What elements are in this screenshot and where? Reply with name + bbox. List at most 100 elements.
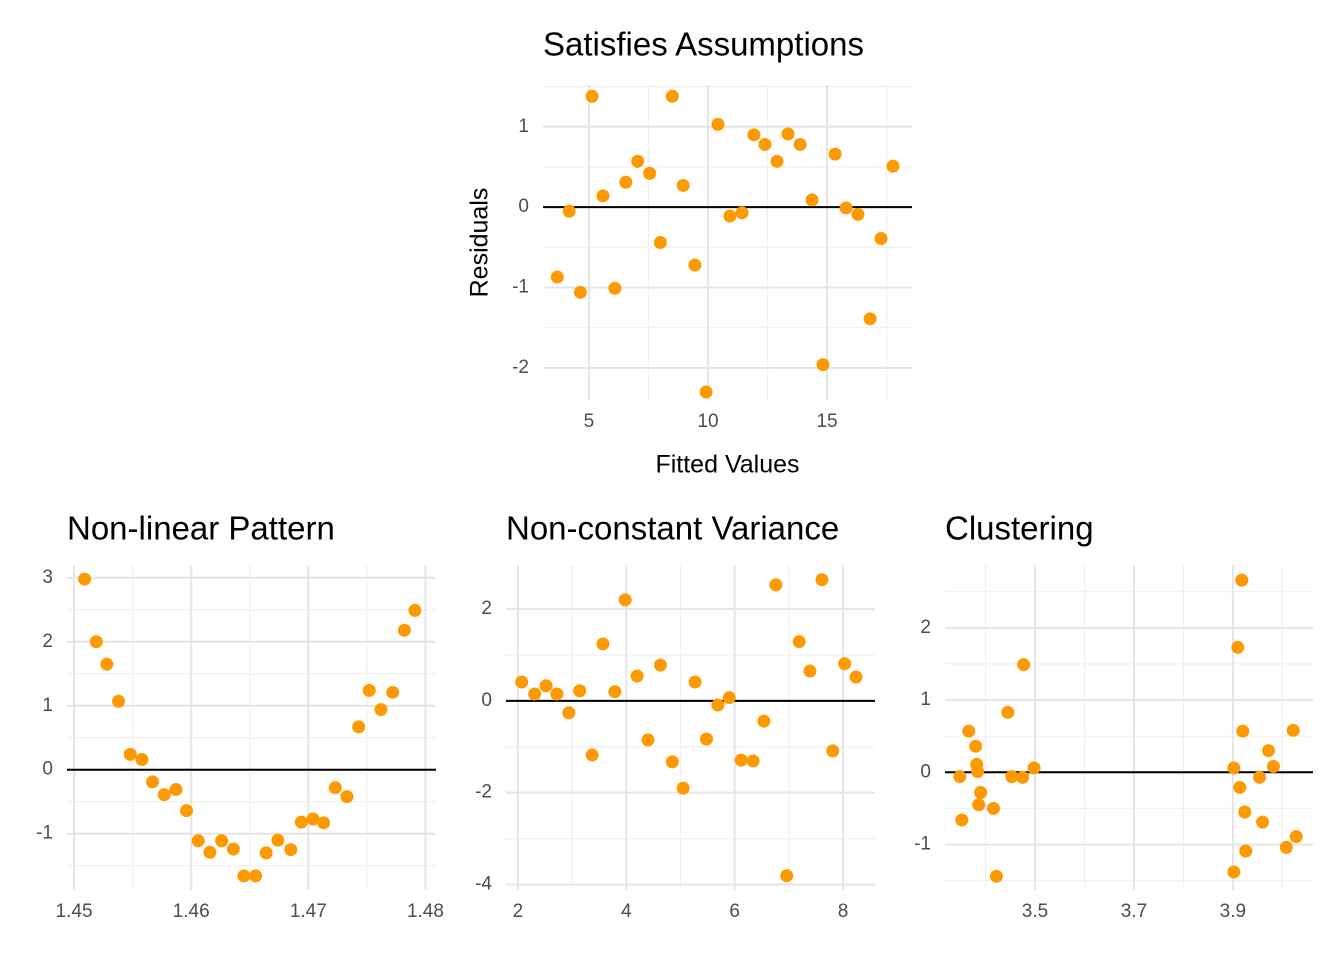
point [157, 788, 171, 802]
point [1286, 723, 1300, 737]
point [608, 685, 622, 699]
point [397, 623, 411, 637]
x-tick-label: 4 [621, 901, 632, 922]
point [1253, 770, 1267, 784]
x-tick-label: 3.5 [1022, 901, 1048, 922]
point [863, 312, 877, 326]
point [972, 798, 986, 812]
point [1279, 840, 1293, 854]
y-tick-label: 3 [42, 567, 53, 588]
point [816, 358, 830, 372]
point [608, 281, 622, 295]
point [711, 698, 725, 712]
point [169, 783, 183, 797]
x-tick-label: 1.48 [407, 901, 444, 922]
point [665, 755, 679, 769]
point [676, 178, 690, 192]
point [747, 128, 761, 142]
point [573, 285, 587, 299]
point [688, 258, 702, 272]
point [676, 781, 690, 795]
point [539, 679, 553, 693]
x-tick-label: 10 [697, 411, 718, 432]
point [989, 869, 1003, 883]
point [259, 846, 273, 860]
panel-title: Non-constant Variance [506, 510, 839, 547]
y-tick-label: -1 [36, 823, 53, 844]
point [665, 89, 679, 103]
point [596, 189, 610, 203]
point [886, 159, 900, 173]
x-tick-label: 1.45 [56, 901, 93, 922]
point [100, 657, 114, 671]
y-tick-label: 1 [42, 695, 53, 716]
y-tick-label: 0 [518, 196, 529, 217]
point [203, 845, 217, 859]
point [757, 714, 771, 728]
x-tick-label: 6 [729, 901, 740, 922]
point [815, 573, 829, 587]
point [962, 724, 976, 738]
y-axis-title: Residuals [466, 188, 494, 298]
point [550, 687, 564, 701]
panel: 1.45 1.46 1.47 1.48 -1 0 1 2 3 Non-linear Pattern [36, 510, 444, 922]
point [1016, 770, 1030, 784]
y-tick-label: 0 [920, 761, 931, 782]
panel: 2 4 6 8 -4 -2 0 2 Non-constant Variance [475, 510, 875, 922]
point [562, 706, 576, 720]
point [969, 739, 983, 753]
point [688, 675, 702, 689]
point [711, 117, 725, 131]
point [618, 593, 632, 607]
point [1236, 724, 1250, 738]
point [146, 775, 160, 789]
point [828, 147, 842, 161]
point [619, 175, 633, 189]
point [1266, 760, 1280, 773]
point [123, 747, 137, 761]
y-tick-label: -1 [914, 834, 931, 855]
y-tick-label: 0 [42, 759, 53, 780]
point [851, 207, 865, 221]
point [1005, 770, 1019, 784]
point [585, 89, 599, 103]
point [769, 578, 783, 592]
point [284, 843, 298, 857]
point [1017, 658, 1031, 672]
y-tick-label: -1 [512, 277, 529, 298]
point [386, 685, 400, 699]
point [1231, 640, 1245, 654]
point [723, 209, 737, 223]
panel-title: Satisfies Assumptions [543, 26, 864, 63]
point [803, 664, 817, 678]
point [699, 732, 713, 746]
y-tick-label: 2 [481, 598, 492, 619]
point [641, 733, 655, 747]
point [1238, 805, 1252, 819]
point [78, 572, 92, 586]
point [734, 753, 748, 767]
point [562, 204, 576, 218]
point [294, 815, 308, 829]
x-tick-label: 1.46 [173, 901, 210, 922]
x-tick-label: 15 [816, 411, 837, 432]
point [1256, 815, 1270, 829]
point [352, 720, 366, 734]
x-tick-label: 5 [584, 411, 595, 432]
y-tick-label: -4 [475, 874, 492, 895]
point [1239, 844, 1253, 858]
point [971, 765, 985, 779]
point [805, 193, 819, 207]
point [317, 816, 331, 830]
point [770, 154, 784, 168]
point [191, 834, 205, 848]
point [631, 154, 645, 168]
point [89, 635, 103, 649]
x-tick-label: 3.7 [1121, 901, 1147, 922]
point [722, 691, 736, 705]
point [1261, 744, 1275, 758]
point [1289, 830, 1303, 844]
point [781, 127, 795, 141]
point [237, 869, 251, 883]
point [112, 694, 126, 708]
